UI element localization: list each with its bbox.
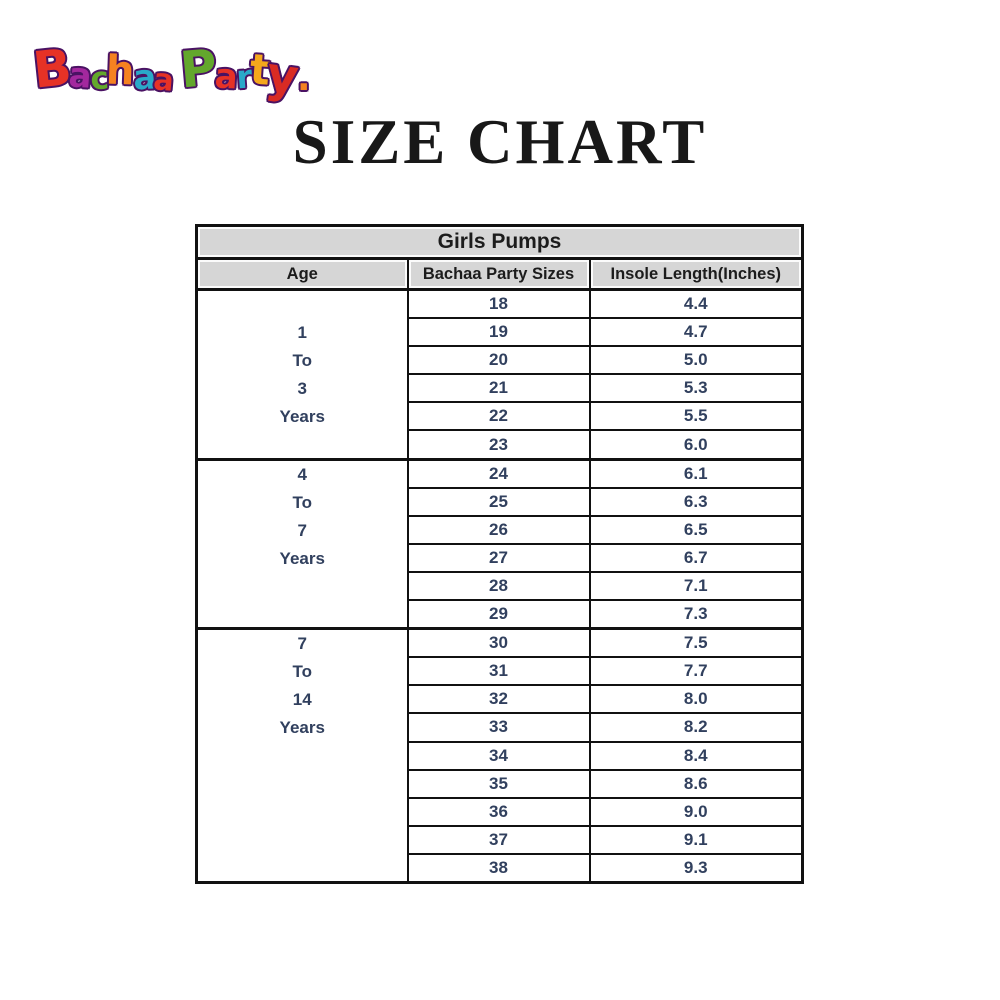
size-cell: 27	[406, 542, 591, 573]
table-row: 25 6.3	[197, 486, 804, 517]
size-cell: 28	[406, 570, 591, 602]
table-row: 20 5.0	[197, 345, 804, 376]
insole-cell: 6.7	[588, 542, 804, 573]
age-cell: 7 To 14 Years	[195, 627, 409, 884]
age-line: 1	[297, 323, 307, 342]
size-table: Girls Pumps Age Bachaa Party Sizes Insol…	[195, 224, 804, 884]
age-line: To	[292, 351, 312, 371]
size-cell: 25	[406, 486, 591, 517]
insole-cell: 6.3	[588, 486, 804, 517]
table-row: 22 5.5	[197, 401, 804, 432]
size-cell: 38	[406, 852, 591, 884]
size-cell: 26	[406, 514, 591, 545]
column-header-age: Age	[195, 257, 409, 291]
table-row: 37 9.1	[197, 824, 804, 855]
age-line: 7	[297, 520, 307, 540]
insole-cell: 9.1	[588, 824, 804, 855]
insole-cell: 7.7	[588, 656, 804, 687]
insole-cell: 9.3	[588, 852, 804, 884]
insole-cell: 7.3	[588, 599, 804, 630]
bachaa-party-logo: Bachaa Party.	[30, 32, 310, 105]
size-cell: 32	[406, 684, 591, 715]
age-line: To	[292, 662, 312, 682]
table-columns-row: Age Bachaa Party Sizes Insole Length(Inc…	[195, 257, 804, 291]
insole-cell: 5.5	[588, 401, 804, 432]
table-row: 23 6.0	[197, 429, 804, 461]
size-cell: 33	[406, 712, 591, 743]
age-line: 3	[297, 379, 307, 399]
insole-cell: 8.6	[588, 768, 804, 799]
column-header-sizes: Bachaa Party Sizes	[406, 257, 591, 291]
size-cell: 21	[406, 373, 591, 404]
age-line: Years	[279, 548, 325, 568]
table-row: 29 7.3	[197, 599, 804, 630]
insole-cell: 8.4	[588, 740, 804, 771]
age-line: 4	[297, 464, 307, 484]
table-row: 31 7.7	[197, 656, 804, 687]
table-row: 28 7.1	[197, 570, 804, 602]
column-header-insole: Insole Length(Inches)	[588, 257, 804, 291]
logo-letter: .	[296, 58, 311, 99]
insole-cell: 4.4	[588, 288, 804, 320]
size-cell: 30	[406, 627, 591, 659]
table-row: 38 9.3	[197, 852, 804, 884]
logo-letter: P	[177, 38, 218, 100]
table-row: 19 4.7	[197, 317, 804, 348]
insole-cell: 5.0	[588, 345, 804, 376]
insole-cell: 8.2	[588, 712, 804, 743]
insole-cell: 6.1	[588, 457, 804, 489]
insole-cell: 7.5	[588, 627, 804, 659]
page-title: SIZE CHART	[292, 107, 708, 177]
table-row: 21 5.3	[197, 373, 804, 404]
age-line: 14	[292, 690, 312, 710]
size-cell: 24	[406, 457, 591, 489]
table-row: 33 8.2	[197, 712, 804, 743]
table-row: 27 6.7	[197, 542, 804, 573]
insole-cell: 8.0	[588, 684, 804, 715]
insole-cell: 5.3	[588, 373, 804, 404]
size-cell: 23	[406, 429, 591, 461]
table-row: 4 To 7 Years 24 6.1	[195, 457, 804, 630]
table-row: 32 8.0	[197, 684, 804, 715]
table-row: 36 9.0	[197, 796, 804, 827]
age-cell: 1 To 3 Years	[195, 288, 409, 461]
age-cell: 4 To 7 Years	[195, 457, 409, 630]
insole-cell: 4.7	[588, 317, 804, 348]
table-title: Girls Pumps	[195, 224, 804, 260]
table-row: 1 To 3 Years 18 4.4	[195, 288, 804, 461]
size-cell: 18	[406, 288, 591, 320]
insole-cell: 6.5	[588, 514, 804, 545]
size-cell: 19	[406, 317, 591, 348]
size-table-body: Girls Pumps Age Bachaa Party Sizes Insol…	[195, 224, 804, 884]
table-row: 26 6.5	[197, 514, 804, 545]
age-line: Years	[279, 407, 325, 427]
age-line: 7	[297, 634, 307, 654]
table-row: 7 To 14 Years 30 7.5	[195, 627, 804, 884]
insole-cell: 7.1	[588, 570, 804, 602]
age-line: To	[292, 492, 312, 512]
size-cell: 29	[406, 599, 591, 630]
size-cell: 20	[406, 345, 591, 376]
size-cell: 37	[406, 824, 591, 855]
size-cell: 34	[406, 740, 591, 771]
logo-letter: h	[105, 47, 134, 95]
size-cell: 35	[406, 768, 591, 799]
table-title-row: Girls Pumps	[195, 224, 804, 260]
logo-letters: Bachaa Party.	[30, 38, 310, 105]
size-cell: 22	[406, 401, 591, 432]
size-cell: 31	[406, 656, 591, 687]
insole-cell: 9.0	[588, 796, 804, 827]
table-row: 34 8.4	[197, 740, 804, 771]
insole-cell: 6.0	[588, 429, 804, 461]
age-line: Years	[279, 718, 325, 738]
size-cell: 36	[406, 796, 591, 827]
table-row: 35 8.6	[197, 768, 804, 799]
